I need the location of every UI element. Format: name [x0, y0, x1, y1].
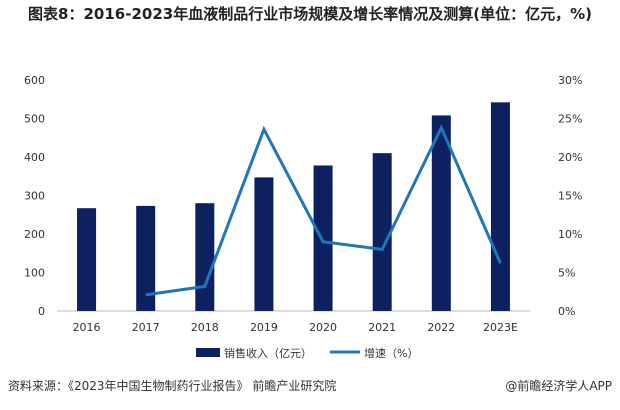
x-tick-label: 2017	[132, 321, 160, 334]
bar	[136, 205, 156, 311]
brand-label: @前瞻经济学人APP	[505, 379, 612, 393]
left-tick-label: 600	[24, 74, 45, 87]
right-tick-label: 20%	[558, 151, 582, 164]
x-tick-label: 2019	[250, 321, 278, 334]
bar	[77, 208, 97, 311]
bar	[313, 165, 333, 311]
legend-label-line: 增速（%）	[364, 346, 418, 360]
bar	[372, 153, 392, 311]
left-tick-label: 300	[24, 190, 45, 203]
right-tick-label: 0%	[558, 305, 575, 318]
x-tick-label: 2018	[191, 321, 219, 334]
bar	[195, 203, 215, 311]
x-tick-label: 2016	[73, 321, 101, 334]
chart-title: 图表8：2016-2023年血液制品行业市场规模及增长率情况及测算(单位：亿元，…	[28, 5, 592, 23]
legend-swatch-bar	[196, 348, 220, 357]
right-tick-label: 10%	[558, 228, 582, 241]
x-tick-label: 2021	[368, 321, 396, 334]
x-tick-label: 2022	[427, 321, 455, 334]
left-tick-label: 0	[38, 305, 45, 318]
source-note: 资料来源：《2023年中国生物制药行业报告》 前瞻产业研究院	[8, 379, 337, 393]
right-tick-label: 15%	[558, 190, 582, 203]
right-tick-label: 25%	[558, 113, 582, 126]
x-tick-label: 2023E	[483, 321, 518, 334]
left-tick-label: 100	[24, 267, 45, 280]
legend-label-bar: 销售收入（亿元）	[224, 346, 312, 360]
right-tick-label: 30%	[558, 74, 582, 87]
right-tick-label: 5%	[558, 267, 575, 280]
left-tick-label: 200	[24, 228, 45, 241]
x-tick-label: 2020	[309, 321, 337, 334]
bar	[490, 102, 510, 311]
left-tick-label: 500	[24, 113, 45, 126]
left-tick-label: 400	[24, 151, 45, 164]
bar	[254, 177, 274, 311]
bar	[431, 115, 451, 311]
